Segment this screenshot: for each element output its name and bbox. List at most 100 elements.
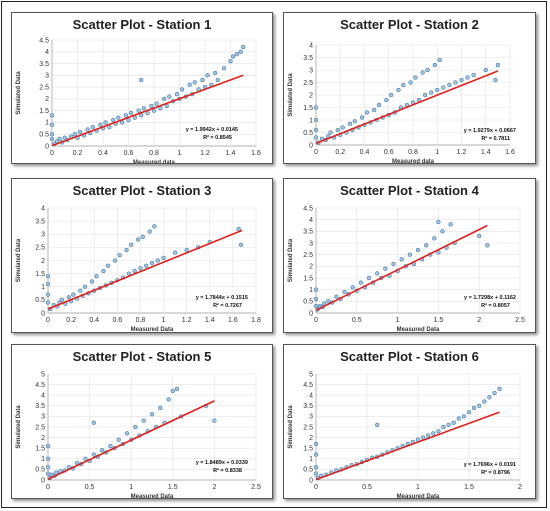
r-squared-label: R² = 0.7267	[213, 302, 242, 309]
data-point	[425, 67, 430, 73]
data-point	[128, 110, 134, 116]
chart-title: Scatter Plot - Station 2	[340, 17, 479, 32]
data-point	[45, 443, 51, 449]
data-point	[158, 405, 163, 411]
y-tick-label: 4	[41, 393, 45, 400]
data-point	[172, 250, 178, 255]
data-point	[116, 115, 121, 120]
data-point	[328, 130, 333, 135]
data-point	[179, 87, 185, 92]
x-tick-label: 2	[477, 317, 481, 324]
data-point	[391, 261, 396, 267]
x-tick-label: 0.4	[89, 317, 99, 324]
data-point	[167, 94, 172, 99]
y-tick-label: 2.5	[303, 424, 313, 431]
chart-panel-station-2: Scatter Plot - Station 2 0 0.5 1 1.5 2 2.5 3 3.5…	[283, 12, 536, 164]
data-point	[238, 49, 243, 54]
chart-title: Scatter Plot - Station 5	[73, 349, 212, 364]
y-tick-label: 2	[309, 435, 313, 442]
data-point	[212, 418, 217, 423]
data-point	[174, 386, 180, 391]
chart-title: Scatter Plot - Station 1	[73, 17, 212, 32]
data-point	[238, 242, 244, 247]
x-tick-label: 0.5	[362, 484, 372, 491]
y-tick-label: 0.5	[303, 299, 313, 306]
data-point	[334, 294, 339, 299]
x-tick-label: 1.8	[251, 317, 261, 324]
data-point	[49, 122, 55, 127]
x-tick-label: 1.5	[168, 484, 178, 491]
data-point	[366, 275, 372, 281]
y-tick-label: 4	[41, 205, 45, 212]
y-tick-label: 0.5	[39, 132, 49, 139]
chart-panel-station-3: Scatter Plot - Station 3 0 0.5 1 1.5 2 2.5 3 3.5…	[11, 178, 273, 333]
trendline-equation: y = 1.8489x + 0.0339	[196, 460, 248, 466]
x-tick-label: 0	[314, 317, 318, 324]
data-point	[78, 288, 83, 293]
x-tick-label: 0	[50, 150, 54, 157]
data-point	[408, 80, 413, 85]
x-axis-label: Measured data	[392, 159, 435, 163]
data-point	[147, 229, 152, 234]
x-tick-label: 1.6	[251, 150, 261, 157]
chart-title: Scatter Plot - Station 3	[73, 183, 212, 198]
data-point	[396, 87, 401, 93]
data-point	[45, 300, 51, 305]
data-point	[94, 274, 99, 279]
x-tick-label: 1.5	[434, 317, 444, 324]
data-point	[221, 66, 227, 71]
data-point	[149, 103, 154, 109]
data-point	[313, 303, 319, 309]
data-point	[82, 284, 88, 289]
data-point	[140, 234, 145, 240]
data-point	[420, 70, 425, 75]
r-squared-label: R² = 0.8545	[203, 134, 232, 141]
data-point	[493, 77, 498, 83]
x-tick-label: 1	[129, 484, 133, 491]
data-point	[77, 129, 83, 135]
r-squared-label: R² = 0.8338	[213, 467, 242, 474]
data-point	[98, 122, 103, 127]
data-point	[482, 399, 487, 404]
data-point	[364, 110, 370, 115]
data-point	[313, 441, 319, 447]
data-point	[432, 62, 437, 68]
y-tick-label: 1	[309, 287, 313, 294]
trend-line	[315, 70, 499, 145]
x-tick-label: 0.2	[335, 149, 345, 156]
data-point	[459, 77, 464, 83]
y-tick-label: 4.5	[39, 37, 49, 44]
x-tick-label: 0.6	[112, 317, 122, 324]
trend-line	[47, 400, 215, 481]
x-tick-label: 1.6	[228, 317, 238, 324]
data-point	[375, 422, 380, 428]
data-point	[89, 279, 95, 284]
trendline-equation: y = 1.9279x + 0.0667	[464, 128, 516, 134]
data-point	[166, 397, 171, 402]
data-point	[313, 287, 319, 292]
data-point	[184, 247, 189, 253]
y-tick-label: 2.5	[39, 84, 49, 91]
x-tick-label: 1.2	[182, 317, 192, 324]
scatter-plot-svg: Scatter Plot - Station 2 0 0.5 1 1.5 2 2.5 3 3.5…	[288, 17, 516, 163]
trend-line	[315, 224, 488, 312]
y-tick-label: 3	[309, 414, 313, 421]
y-tick-label: 0	[309, 477, 313, 484]
data-point	[435, 87, 440, 93]
y-tick-label: 5	[309, 371, 313, 378]
data-point	[389, 92, 394, 98]
x-tick-label: 1.5	[464, 484, 474, 491]
data-point	[72, 132, 78, 137]
data-point	[57, 136, 62, 142]
data-point	[85, 127, 90, 132]
data-point	[483, 67, 488, 73]
y-tick-label: 3	[41, 232, 45, 239]
x-tick-label: 0.6	[384, 149, 394, 156]
x-tick-label: 0	[46, 317, 50, 324]
y-tick-label: 3.5	[303, 403, 313, 410]
y-tick-label: 4.5	[35, 382, 45, 389]
x-tick-label: 0.8	[408, 149, 418, 156]
data-point	[441, 85, 446, 90]
data-point	[66, 295, 71, 300]
